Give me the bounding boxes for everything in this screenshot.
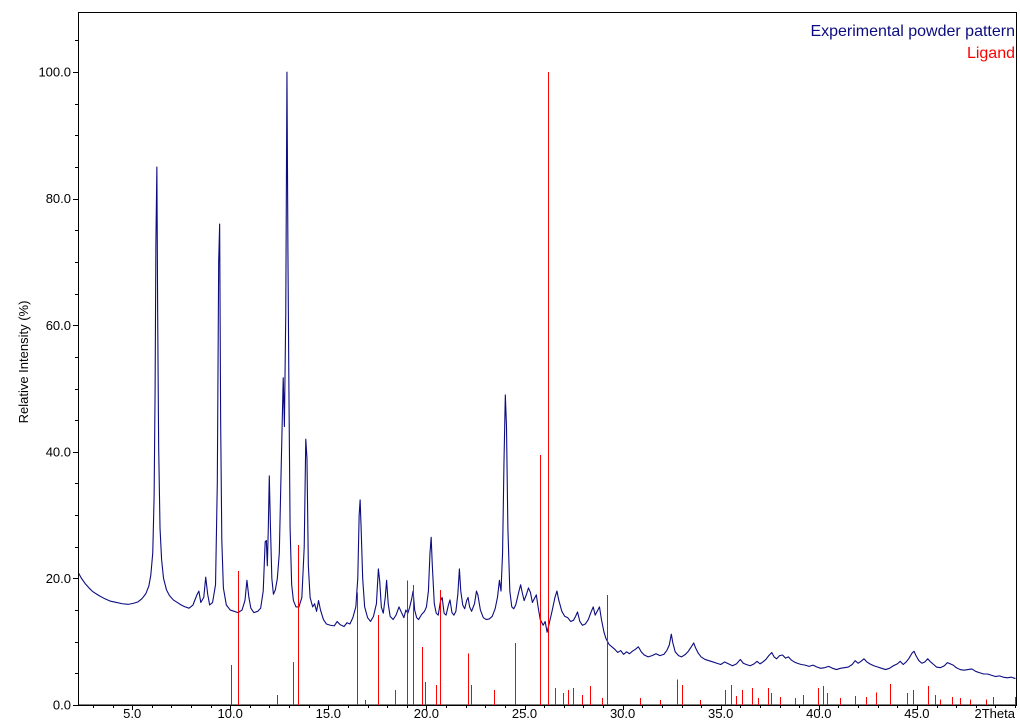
plot-frame: [78, 12, 1017, 706]
y-tick-label: 100.0: [38, 65, 71, 80]
x-tick-label: 25.0: [512, 706, 537, 721]
y-tick-label: 40.0: [46, 444, 71, 459]
x-tick-label: 40.0: [806, 706, 831, 721]
x-tick-label: 15.0: [316, 706, 341, 721]
y-axis-title: Relative Intensity (%): [16, 301, 31, 424]
series-layer: [78, 71, 1016, 705]
legend-entry-experimental: Experimental powder pattern: [810, 23, 1015, 40]
x-tick-label: 35.0: [708, 706, 733, 721]
y-tick-label: 60.0: [46, 318, 71, 333]
y-tick-label: 80.0: [46, 191, 71, 206]
legend-entry-ligand: Ligand: [967, 45, 1015, 62]
x-tick-label: 10.0: [218, 706, 243, 721]
experimental-pattern-line: [78, 71, 1016, 679]
y-tick-label: 20.0: [46, 571, 71, 586]
x-tick-label: 45.0: [904, 706, 929, 721]
x-tick-label: 20.0: [414, 706, 439, 721]
x-axis-title: 2Theta: [975, 706, 1016, 721]
x-axis: 5.0 10.0 15.0 20.0 25.0 30.0 35.0 40.0 45.0: [93, 705, 1016, 721]
x-tick-label: 5.0: [123, 706, 141, 721]
y-axis: 0.0 20.0 40.0 60.0 80.0 100.0: [38, 40, 78, 713]
legend: Experimental powder pattern Ligand: [810, 23, 1015, 62]
y-tick-label: 0.0: [53, 698, 71, 713]
x-tick-label: 30.0: [610, 706, 635, 721]
